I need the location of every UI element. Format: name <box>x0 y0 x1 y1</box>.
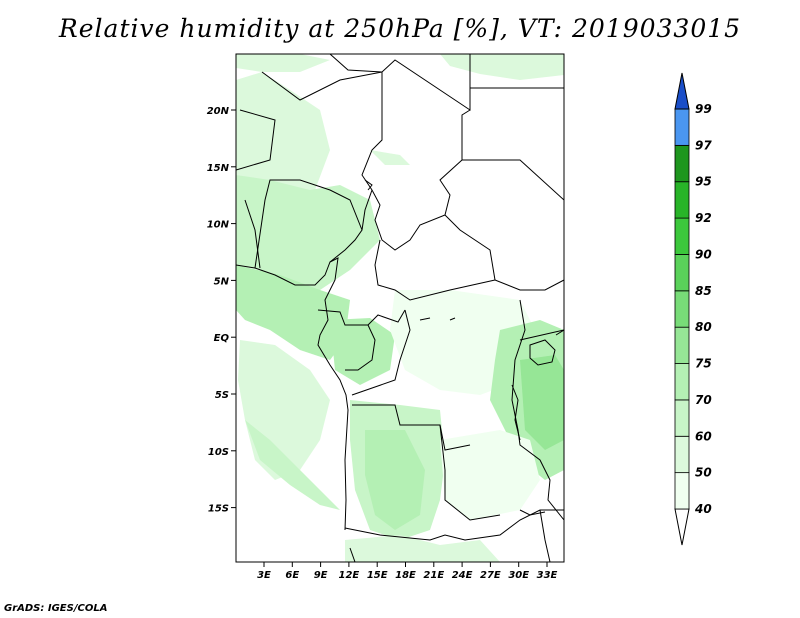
border-drc-west <box>351 309 411 396</box>
colorbar-label: 70 <box>695 393 712 407</box>
coastline-west <box>236 257 349 531</box>
lon-tick-label: 24E <box>452 570 473 581</box>
colorbar-label: 50 <box>695 466 712 480</box>
border-angola-north <box>352 404 471 451</box>
lon-tick-label: 27E <box>480 570 501 581</box>
lat-tick-label: 5N <box>214 276 230 287</box>
border-sudan-southsouth <box>444 214 564 291</box>
colorbar-label: 95 <box>695 175 712 189</box>
colorbar-high-triangle <box>674 72 690 110</box>
border-south-namibia <box>349 547 356 562</box>
colorbar-segment <box>674 435 690 474</box>
lake-malawi <box>519 509 546 516</box>
humidity-area-southwest-streak <box>245 420 340 510</box>
border-chad-east <box>361 72 471 251</box>
colorbar-label: 60 <box>695 429 712 443</box>
colorbar-label: 99 <box>695 102 712 116</box>
humidity-area-northeast-strip <box>440 54 564 80</box>
colorbar-segment <box>674 108 690 146</box>
humidity-field <box>236 54 564 562</box>
humidity-area-north-strip <box>236 54 330 72</box>
border-mozambique <box>539 509 551 562</box>
lon-tick-label: 18E <box>395 570 416 581</box>
country-borders <box>236 54 564 562</box>
river-mark-1 <box>419 317 431 321</box>
grads-credit: GrADS: IGES/COLA <box>4 603 108 614</box>
border-uganda <box>519 329 564 341</box>
colorbar-segment <box>674 217 690 255</box>
humidity-area-south-edge <box>345 535 500 562</box>
lon-tick-label: 15E <box>367 570 388 581</box>
border-congo-drc <box>345 324 376 371</box>
map-frame <box>235 53 565 563</box>
colorbar-label: 90 <box>695 247 712 261</box>
longitude-axis: 3E 6E 9E 12E 15E 18E 21E 24E 27E 30E 33E <box>257 562 558 581</box>
colorbar-segment <box>674 399 690 437</box>
colorbar-low-triangle <box>674 508 690 546</box>
lon-tick-label: 12E <box>339 570 360 581</box>
border-west-small <box>236 109 276 171</box>
border-libya-north <box>329 54 471 111</box>
lat-tick-label: 5S <box>215 390 229 401</box>
border-cameroon <box>329 189 373 263</box>
colorbar-segment <box>674 254 690 292</box>
border-car <box>374 239 496 301</box>
colorbar-segment <box>674 326 690 364</box>
lat-tick-label: EQ <box>214 333 230 344</box>
chart-title: Relative humidity at 250hPa [%], VT: 201… <box>58 14 742 43</box>
lat-tick-label: 20N <box>207 106 230 117</box>
colorbar-label: 85 <box>695 284 712 298</box>
humidity-area-congo <box>330 318 395 385</box>
colorbar-segment <box>674 290 690 328</box>
lon-tick-label: 21E <box>423 570 444 581</box>
humidity-area-west-africa <box>236 175 380 290</box>
colorbar-segment <box>674 181 690 219</box>
colorbar-label: 40 <box>694 502 712 516</box>
coastline-east <box>555 329 564 336</box>
humidity-area-gulf <box>236 265 350 360</box>
lat-tick-label: 10N <box>207 220 230 231</box>
humidity-area-northwest <box>236 72 330 190</box>
humidity-area-angola-core <box>365 430 425 530</box>
border-west-small2 <box>244 199 261 269</box>
colorbar-label: 97 <box>695 138 712 152</box>
colorbar-label: 80 <box>695 320 712 334</box>
border-zambia <box>439 424 501 521</box>
colorbar-label: 75 <box>695 357 712 371</box>
lon-tick-label: 9E <box>314 570 328 581</box>
river-mark-2 <box>449 317 456 321</box>
humidity-area-chad-patch <box>370 150 410 165</box>
latitude-axis: 20N 15N 10N 5N EQ 5S 10S 15S <box>207 106 236 515</box>
colorbar-segment <box>674 144 690 183</box>
lon-tick-label: 33E <box>537 570 558 581</box>
lat-tick-label: 10S <box>208 447 229 458</box>
lake-tanganyika <box>511 384 521 441</box>
humidity-area-east-core <box>520 355 564 450</box>
lake-chad <box>364 179 373 191</box>
border-nigeria <box>254 179 363 269</box>
humidity-area-southeast <box>440 430 540 520</box>
colorbar-segment <box>674 472 690 510</box>
border-angola-south <box>344 509 564 541</box>
lat-tick-label: 15N <box>207 163 230 174</box>
lon-tick-label: 30E <box>508 570 529 581</box>
colorbar-segment <box>674 363 690 401</box>
lake-victoria <box>529 339 556 366</box>
lat-tick-label: 15S <box>208 504 229 515</box>
border-niger-chad <box>261 71 383 101</box>
border-sudan-south <box>462 159 564 201</box>
colorbar-label: 92 <box>695 211 712 225</box>
lon-tick-label: 6E <box>285 570 299 581</box>
lon-tick-label: 3E <box>257 570 271 581</box>
colorbar: 40 50 60 70 75 80 85 90 92 95 97 99 <box>674 72 712 546</box>
